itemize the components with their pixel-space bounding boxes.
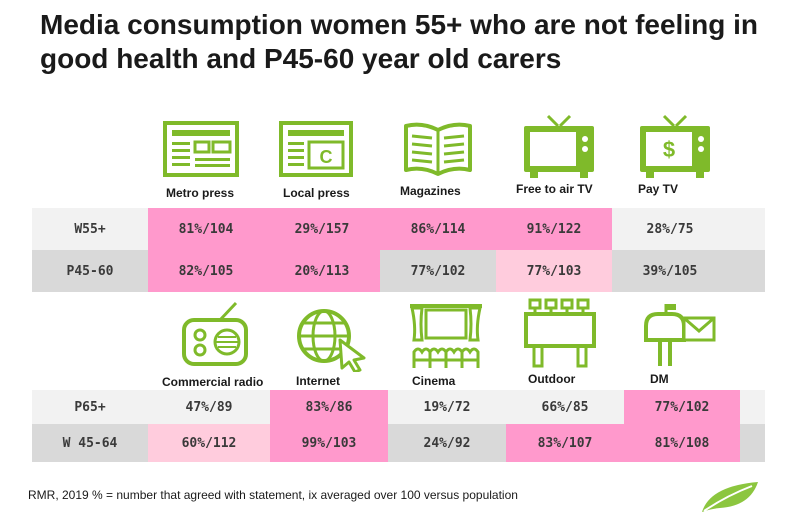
value-cell: 81%/108 bbox=[624, 424, 740, 462]
local-newspaper-icon: C bbox=[279, 121, 353, 177]
local-press-glyph: C bbox=[320, 147, 333, 167]
column-label-magazines: Magazines bbox=[400, 184, 461, 198]
row-label-w45-64: W 45-64 bbox=[62, 435, 118, 451]
column-label-internet: Internet bbox=[296, 374, 341, 388]
row-label-w55: W55+ bbox=[74, 221, 106, 237]
pay-tv-glyph: $ bbox=[663, 137, 675, 162]
value-cell: 19%/72 bbox=[423, 399, 471, 415]
value-cell: 86%/114 bbox=[380, 208, 496, 250]
value-cell: 83%/86 bbox=[270, 390, 388, 424]
radio-icon bbox=[182, 301, 248, 366]
value-cell: 29%/157 bbox=[264, 208, 380, 250]
value-cell: 77%/103 bbox=[496, 250, 612, 292]
value-cell: 20%/113 bbox=[264, 250, 380, 292]
cinema-icon bbox=[410, 304, 482, 368]
value-cell: 77%/102 bbox=[624, 390, 740, 424]
mailbox-icon bbox=[644, 304, 716, 366]
column-label-metro-press: Metro press bbox=[166, 186, 235, 200]
magazine-icon bbox=[404, 122, 472, 176]
value-cell: 82%/105 bbox=[148, 250, 264, 292]
footnote: RMR, 2019 % = number that agreed with st… bbox=[28, 488, 518, 502]
value-cell: 66%/85 bbox=[541, 399, 589, 415]
column-label-free-to-air-tv: Free to air TV bbox=[516, 182, 593, 196]
globe-cursor-icon bbox=[297, 309, 366, 372]
value-cell: 83%/107 bbox=[506, 424, 624, 462]
newspaper-icon bbox=[163, 121, 239, 177]
value-cell: 47%/89 bbox=[185, 399, 233, 415]
television-icon bbox=[524, 114, 594, 178]
column-label-local-press: Local press bbox=[283, 186, 350, 200]
value-cell: 24%/92 bbox=[423, 435, 471, 451]
value-cell: 28%/75 bbox=[646, 221, 694, 237]
pay-tv-icon: $ bbox=[640, 114, 710, 178]
column-label-outdoor: Outdoor bbox=[528, 372, 576, 386]
value-cell: 60%/112 bbox=[148, 424, 270, 462]
column-label-commercial-radio: Commercial radio bbox=[162, 375, 264, 389]
column-label-cinema: Cinema bbox=[412, 374, 456, 388]
row-label-p65: P65+ bbox=[74, 399, 106, 415]
billboard-icon bbox=[524, 298, 596, 368]
page-title: Media consumption women 55+ who are not … bbox=[40, 9, 758, 74]
value-cell: 91%/122 bbox=[496, 208, 612, 250]
value-cell: 81%/104 bbox=[148, 208, 264, 250]
value-cell: 39%/105 bbox=[642, 263, 698, 279]
column-label-dm: DM bbox=[650, 372, 669, 386]
row-label-p45-60: P45-60 bbox=[66, 263, 114, 279]
leaf-logo-icon bbox=[702, 482, 758, 512]
column-label-pay-tv: Pay TV bbox=[638, 182, 679, 196]
value-cell: 77%/102 bbox=[410, 263, 466, 279]
value-cell: 99%/103 bbox=[270, 424, 388, 462]
